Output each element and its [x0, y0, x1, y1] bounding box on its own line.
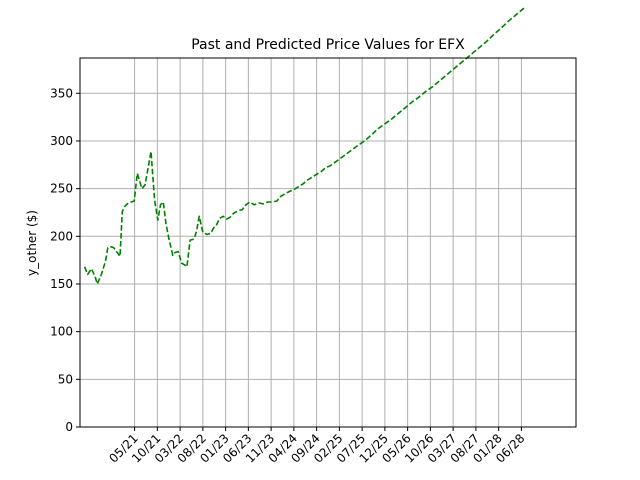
y-tick-label: 150 — [50, 277, 73, 291]
y-axis-label: y_other ($) — [25, 210, 39, 276]
y-tick-label: 200 — [50, 229, 73, 243]
y-tick-label: 100 — [50, 325, 73, 339]
y-tick-label: 0 — [65, 420, 73, 434]
y-tick-label: 300 — [50, 134, 73, 148]
y-tick-label: 350 — [50, 86, 73, 100]
y-tick-label: 50 — [58, 372, 73, 386]
series-line-efx — [83, 5, 527, 285]
y-tick-label: 250 — [50, 182, 73, 196]
chart-title: Past and Predicted Price Values for EFX — [191, 37, 465, 53]
plot-frame — [79, 57, 577, 428]
y-axis: 0 50 100 150 200 250 300 350 — [50, 86, 80, 434]
grid-layer — [80, 58, 576, 428]
series-layer — [83, 5, 527, 285]
